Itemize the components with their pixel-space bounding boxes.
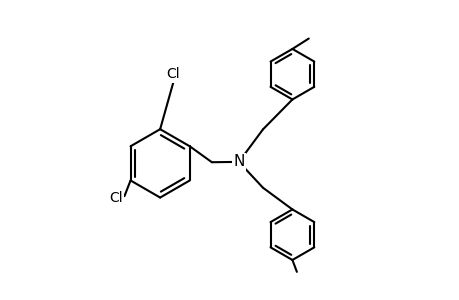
Text: N: N <box>233 154 244 169</box>
Text: Cl: Cl <box>108 190 122 205</box>
Text: Cl: Cl <box>166 67 180 81</box>
